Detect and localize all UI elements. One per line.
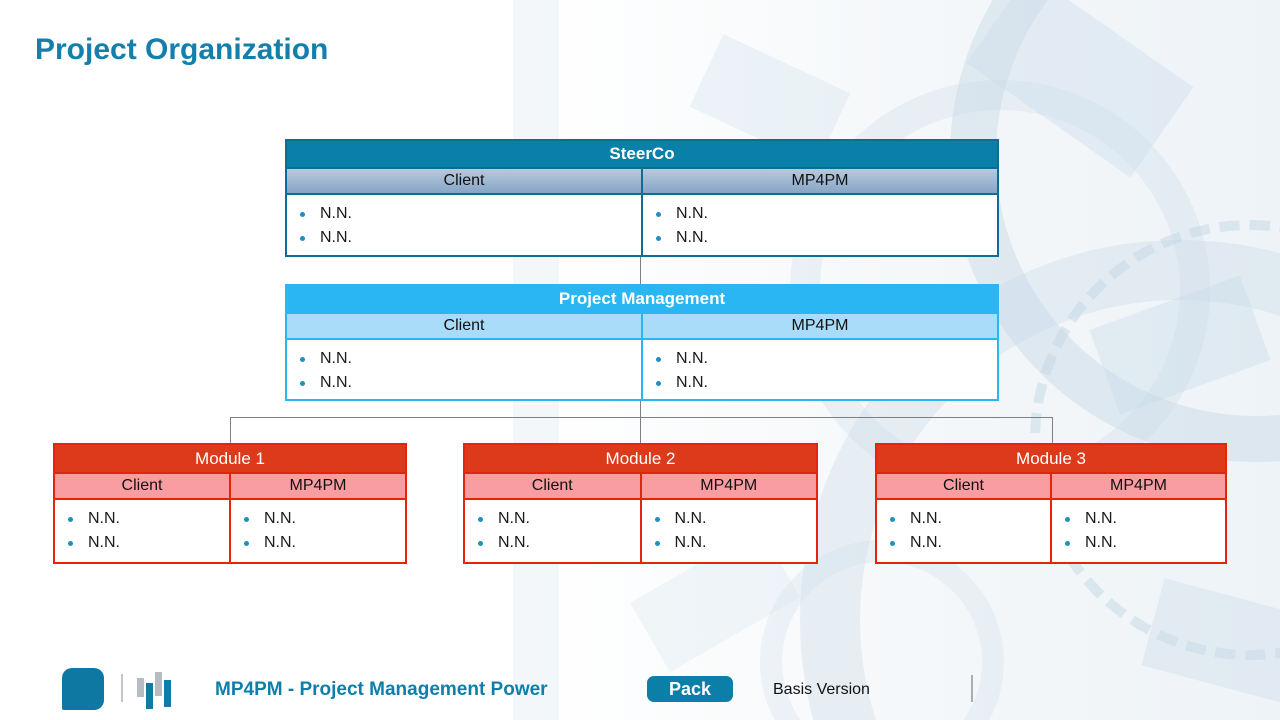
member-list: N.N. N.N. bbox=[465, 507, 640, 555]
column-header-mp4pm: MP4PM bbox=[1050, 474, 1225, 498]
background-shape bbox=[966, 0, 1194, 178]
connector-line bbox=[640, 257, 641, 284]
connector-line bbox=[640, 401, 641, 417]
steerco-subheader-row: Client MP4PM bbox=[287, 167, 997, 195]
connector-line bbox=[640, 417, 641, 443]
column-header-client: Client bbox=[943, 477, 984, 494]
member-item: N.N. bbox=[231, 507, 405, 531]
column-header-mp4pm: MP4PM bbox=[229, 474, 405, 498]
pm-client-cell: N.N. N.N. bbox=[287, 340, 641, 399]
member-item: N.N. bbox=[643, 226, 997, 250]
member-list: N.N. N.N. bbox=[287, 347, 641, 395]
member-list: N.N. N.N. bbox=[231, 507, 405, 555]
member-item: N.N. bbox=[287, 347, 641, 371]
module-3-client-cell: N.N. N.N. bbox=[877, 500, 1050, 562]
column-header-client: Client bbox=[121, 477, 163, 494]
pack-badge: Pack bbox=[647, 676, 733, 702]
brand-logo-bars-icon bbox=[137, 667, 173, 713]
member-item: N.N. bbox=[55, 531, 229, 555]
connector-line bbox=[230, 417, 1053, 418]
member-item: N.N. bbox=[287, 226, 641, 250]
member-item: N.N. bbox=[877, 531, 1050, 555]
background-shape bbox=[1089, 275, 1271, 415]
member-list: N.N. N.N. bbox=[1052, 507, 1225, 555]
project-management-header: Project Management bbox=[287, 286, 997, 312]
member-item: N.N. bbox=[55, 507, 229, 531]
module-3-subheader-row: Client MP4PM bbox=[877, 472, 1225, 500]
connector-line bbox=[1052, 417, 1053, 443]
project-management-body: N.N. N.N. N.N. N.N. bbox=[287, 340, 997, 399]
member-item: N.N. bbox=[643, 202, 997, 226]
project-management-table: Project Management Client MP4PM N.N. N.N… bbox=[285, 284, 999, 401]
module-1-body: N.N. N.N. N.N. N.N. bbox=[55, 500, 405, 562]
member-item: N.N. bbox=[643, 371, 997, 395]
footer-divider bbox=[121, 674, 123, 702]
member-list: N.N. N.N. bbox=[643, 202, 997, 250]
connector-line bbox=[230, 417, 231, 443]
member-item: N.N. bbox=[643, 347, 997, 371]
member-item: N.N. bbox=[465, 507, 640, 531]
member-item: N.N. bbox=[287, 202, 641, 226]
module-2-body: N.N. N.N. N.N. N.N. bbox=[465, 500, 816, 562]
logo-bar bbox=[146, 683, 153, 709]
module-1-client-cell: N.N. N.N. bbox=[55, 500, 229, 562]
module-3-mp4pm-cell: N.N. N.N. bbox=[1050, 500, 1225, 562]
member-list: N.N. N.N. bbox=[55, 507, 229, 555]
module-2-subheader-row: Client MP4PM bbox=[465, 472, 816, 500]
member-item: N.N. bbox=[465, 531, 640, 555]
module-2-table: Module 2 Client MP4PM N.N. N.N. N.N. N.N… bbox=[463, 443, 818, 564]
project-management-subheader-row: Client MP4PM bbox=[287, 312, 997, 340]
column-header-mp4pm: MP4PM bbox=[639, 474, 817, 498]
member-list: N.N. N.N. bbox=[642, 507, 817, 555]
logo-bar bbox=[164, 680, 171, 707]
member-item: N.N. bbox=[642, 507, 817, 531]
module-2-mp4pm-cell: N.N. N.N. bbox=[639, 500, 817, 562]
module-2-header: Module 2 bbox=[465, 445, 816, 472]
module-3-table: Module 3 Client MP4PM N.N. N.N. N.N. N.N… bbox=[875, 443, 1227, 564]
column-header-client: Client bbox=[443, 172, 485, 189]
logo-bar bbox=[137, 678, 144, 697]
footer-brand-text: MP4PM - Project Management Power bbox=[215, 679, 548, 700]
footer-version-text: Basis Version bbox=[773, 681, 870, 698]
module-3-body: N.N. N.N. N.N. N.N. bbox=[877, 500, 1225, 562]
member-item: N.N. bbox=[877, 507, 1050, 531]
column-header-mp4pm: MP4PM bbox=[641, 169, 997, 193]
column-header-client: Client bbox=[443, 317, 485, 334]
module-3-header: Module 3 bbox=[877, 445, 1225, 472]
column-header-client: Client bbox=[531, 477, 573, 494]
member-item: N.N. bbox=[231, 531, 405, 555]
pm-mp4pm-cell: N.N. N.N. bbox=[641, 340, 997, 399]
logo-bar bbox=[155, 672, 162, 696]
member-item: N.N. bbox=[1052, 507, 1225, 531]
background-ring-dashed bbox=[1030, 220, 1280, 660]
member-list: N.N. N.N. bbox=[287, 202, 641, 250]
background-ring bbox=[950, 0, 1280, 462]
module-1-mp4pm-cell: N.N. N.N. bbox=[229, 500, 405, 562]
module-2-client-cell: N.N. N.N. bbox=[465, 500, 640, 562]
footer-divider bbox=[971, 675, 973, 702]
steerco-mp4pm-cell: N.N. N.N. bbox=[641, 195, 997, 255]
module-1-header: Module 1 bbox=[55, 445, 405, 472]
module-1-subheader-row: Client MP4PM bbox=[55, 472, 405, 500]
member-item: N.N. bbox=[1052, 531, 1225, 555]
steerco-client-cell: N.N. N.N. bbox=[287, 195, 641, 255]
member-list: N.N. N.N. bbox=[643, 347, 997, 395]
steerco-table: SteerCo Client MP4PM N.N. N.N. N.N. N.N. bbox=[285, 139, 999, 257]
module-1-table: Module 1 Client MP4PM N.N. N.N. N.N. N.N… bbox=[53, 443, 407, 564]
brand-logo-square-icon bbox=[62, 668, 104, 710]
member-item: N.N. bbox=[642, 531, 817, 555]
column-header-mp4pm: MP4PM bbox=[641, 314, 997, 338]
member-item: N.N. bbox=[287, 371, 641, 395]
steerco-body: N.N. N.N. N.N. N.N. bbox=[287, 195, 997, 255]
page-title: Project Organization bbox=[35, 33, 329, 66]
member-list: N.N. N.N. bbox=[877, 507, 1050, 555]
steerco-header: SteerCo bbox=[287, 141, 997, 167]
background-shape bbox=[1141, 578, 1280, 712]
